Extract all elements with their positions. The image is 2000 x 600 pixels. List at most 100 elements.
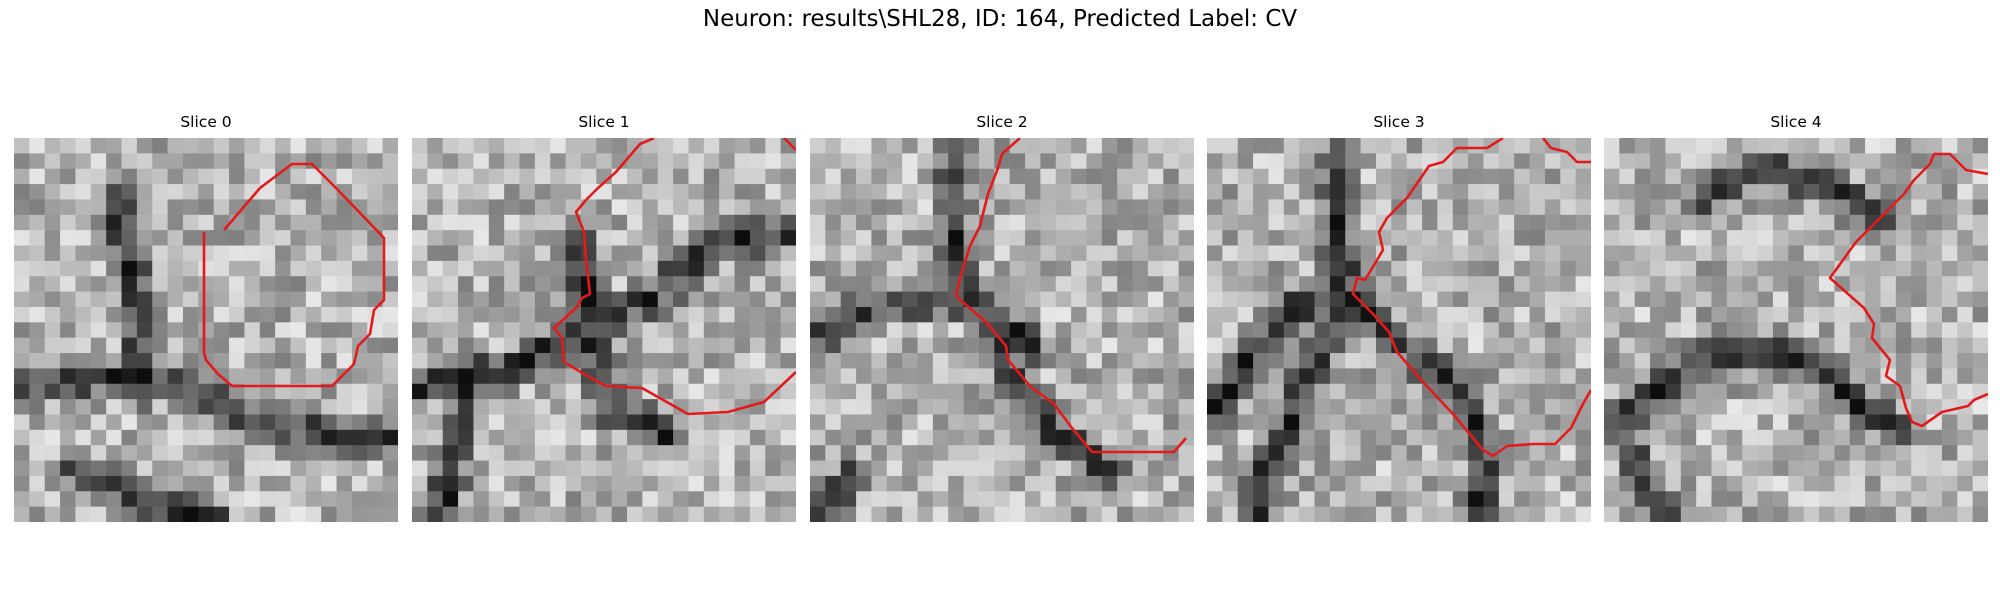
image-pixel (1498, 383, 1515, 400)
image-pixel (550, 383, 567, 400)
image-pixel (1665, 399, 1682, 416)
image-pixel (1329, 245, 1346, 262)
image-pixel (1880, 445, 1897, 462)
image-pixel (1619, 353, 1636, 369)
image-pixel (1604, 475, 1620, 492)
image-pixel (1972, 475, 1988, 492)
image-pixel (336, 291, 353, 308)
image-pixel (749, 168, 766, 185)
image-pixel (1757, 383, 1774, 400)
image-pixel (1634, 214, 1651, 231)
image-pixel (229, 276, 245, 293)
image-pixel (780, 399, 796, 416)
contour-line (202, 162, 386, 388)
image-pixel (152, 368, 169, 385)
image-pixel (412, 399, 428, 416)
image-pixel (1604, 414, 1620, 431)
image-pixel (1650, 230, 1667, 247)
image-pixel (1207, 276, 1223, 293)
image-pixel (749, 337, 766, 354)
image-pixel (1849, 168, 1866, 185)
image-pixel (1895, 153, 1912, 170)
image-pixel (1941, 291, 1958, 308)
image-pixel (673, 230, 690, 247)
image-pixel (1207, 460, 1223, 477)
image-pixel (121, 337, 138, 354)
image-pixel (182, 153, 199, 170)
image-pixel (336, 168, 353, 185)
image-pixel (825, 168, 842, 185)
image-pixel (719, 199, 736, 216)
image-pixel (167, 353, 184, 369)
image-pixel (458, 368, 475, 385)
image-pixel (1757, 260, 1774, 277)
image-pixel (1283, 214, 1300, 231)
image-pixel (14, 353, 30, 369)
image-pixel (1834, 399, 1851, 416)
image-pixel (321, 445, 338, 462)
image-pixel (29, 337, 46, 354)
image-pixel (856, 230, 873, 247)
image-pixel (1025, 138, 1041, 154)
image-pixel (106, 291, 123, 308)
image-pixel (427, 138, 444, 154)
image-pixel (1132, 260, 1149, 277)
image-pixel (932, 153, 949, 170)
image-pixel (1880, 491, 1897, 508)
image-pixel (1009, 429, 1026, 446)
image-pixel (488, 276, 505, 293)
image-pixel (932, 337, 949, 354)
image-pixel (1117, 276, 1134, 293)
image-pixel (886, 460, 903, 477)
image-pixel (1283, 399, 1300, 416)
image-pixel (1834, 353, 1851, 369)
image-pixel (871, 368, 888, 385)
image-pixel (321, 475, 338, 492)
image-pixel (44, 214, 61, 231)
image-pixel (1147, 491, 1164, 508)
image-pixel (948, 460, 965, 477)
image-pixel (1711, 291, 1728, 308)
image-pixel (1680, 445, 1697, 462)
image-pixel (994, 399, 1011, 416)
image-pixel (719, 168, 736, 185)
image-pixel (90, 368, 107, 385)
image-pixel (1514, 491, 1531, 508)
image-pixel (1207, 429, 1223, 446)
image-pixel (427, 153, 444, 170)
image-pixel (963, 276, 980, 293)
image-pixel (1468, 353, 1485, 369)
image-pixel (1071, 399, 1088, 416)
image-pixel (229, 399, 245, 416)
image-pixel (1803, 184, 1820, 201)
image-pixel (75, 460, 92, 477)
image-pixel (1314, 353, 1331, 369)
contour-line (1828, 152, 1988, 428)
image-pixel (1422, 506, 1438, 522)
image-pixel (1483, 445, 1500, 462)
image-pixel (1375, 399, 1392, 416)
image-pixel (611, 214, 628, 231)
image-pixel (244, 429, 261, 446)
image-pixel (519, 199, 536, 216)
image-pixel (1222, 399, 1239, 416)
image-pixel (1560, 475, 1577, 492)
image-pixel (1926, 445, 1943, 462)
image-pixel (1132, 475, 1149, 492)
image-pixel (1147, 230, 1164, 247)
image-pixel (167, 306, 184, 323)
image-pixel (1514, 276, 1531, 293)
image-pixel (1299, 276, 1316, 293)
image-pixel (1329, 491, 1346, 508)
contour-line (1541, 138, 1591, 164)
image-pixel (1406, 399, 1423, 416)
image-pixel (611, 230, 628, 247)
image-pixel (994, 506, 1011, 522)
image-pixel (734, 383, 751, 400)
image-pixel (1803, 445, 1820, 462)
image-pixel (825, 260, 842, 277)
image-pixel (1391, 230, 1408, 247)
image-pixel (871, 491, 888, 508)
image-pixel (948, 475, 965, 492)
image-pixel (825, 399, 842, 416)
